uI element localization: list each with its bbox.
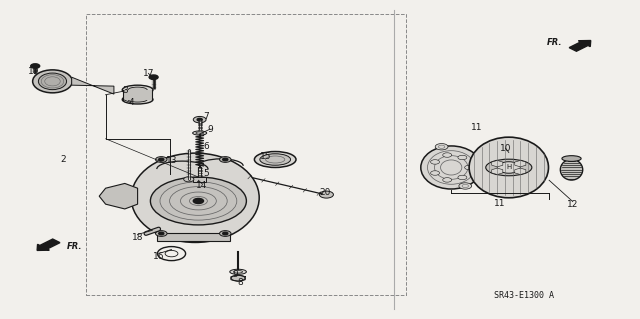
Text: SR43-E1300 A: SR43-E1300 A <box>493 291 554 300</box>
Text: 4: 4 <box>129 98 134 107</box>
Ellipse shape <box>486 159 532 176</box>
Circle shape <box>193 116 206 123</box>
Ellipse shape <box>421 146 481 189</box>
Circle shape <box>458 175 467 180</box>
Circle shape <box>220 157 231 162</box>
Text: FR.: FR. <box>547 38 562 47</box>
Ellipse shape <box>122 95 153 104</box>
Circle shape <box>435 144 448 150</box>
Polygon shape <box>72 77 114 94</box>
Text: 15: 15 <box>260 152 271 161</box>
Text: H: H <box>506 165 511 170</box>
Text: 3: 3 <box>122 86 127 95</box>
Circle shape <box>156 157 167 162</box>
Text: 10: 10 <box>500 144 511 153</box>
Text: 2: 2 <box>60 155 65 164</box>
Text: 20: 20 <box>319 188 331 197</box>
Text: 7: 7 <box>204 112 209 121</box>
FancyArrow shape <box>37 239 60 250</box>
Circle shape <box>159 232 164 235</box>
Text: 12: 12 <box>567 200 579 209</box>
Circle shape <box>197 118 202 121</box>
Ellipse shape <box>122 85 153 95</box>
Ellipse shape <box>128 97 147 102</box>
Circle shape <box>184 177 194 182</box>
Circle shape <box>31 64 40 68</box>
Ellipse shape <box>562 156 581 161</box>
Polygon shape <box>123 90 152 100</box>
Circle shape <box>459 183 472 189</box>
Circle shape <box>150 177 246 225</box>
Text: 13: 13 <box>166 156 177 165</box>
Text: 9: 9 <box>207 125 212 134</box>
Circle shape <box>458 155 467 160</box>
Circle shape <box>497 162 520 173</box>
Circle shape <box>465 165 474 170</box>
Text: 17: 17 <box>143 69 154 78</box>
Text: 11: 11 <box>471 123 483 132</box>
Circle shape <box>443 153 452 157</box>
Circle shape <box>431 171 440 175</box>
Circle shape <box>319 191 333 198</box>
Text: 8: 8 <box>237 278 243 287</box>
Circle shape <box>431 160 440 164</box>
Circle shape <box>159 158 164 161</box>
Ellipse shape <box>38 73 67 90</box>
Text: 11: 11 <box>495 199 506 208</box>
Ellipse shape <box>193 131 207 135</box>
Circle shape <box>149 75 158 79</box>
Bar <box>86 14 406 295</box>
Polygon shape <box>157 233 230 241</box>
Circle shape <box>220 231 231 236</box>
Circle shape <box>223 158 228 161</box>
Text: 16: 16 <box>153 252 164 261</box>
Ellipse shape <box>131 153 259 242</box>
Ellipse shape <box>260 154 291 165</box>
Circle shape <box>193 198 204 204</box>
Text: 14: 14 <box>196 181 207 190</box>
FancyArrow shape <box>569 41 591 51</box>
Text: 6: 6 <box>204 142 209 151</box>
Text: 18: 18 <box>132 233 143 242</box>
Circle shape <box>443 178 452 182</box>
Text: 9: 9 <box>233 271 238 279</box>
Ellipse shape <box>561 159 583 180</box>
Ellipse shape <box>230 269 246 274</box>
Bar <box>193 177 206 182</box>
Circle shape <box>223 232 228 235</box>
Ellipse shape <box>128 87 147 93</box>
Ellipse shape <box>231 275 245 281</box>
Text: 5: 5 <box>204 169 209 178</box>
Ellipse shape <box>254 152 296 167</box>
Text: FR.: FR. <box>67 242 83 251</box>
Text: 19: 19 <box>28 67 39 76</box>
Ellipse shape <box>33 70 72 93</box>
Circle shape <box>156 231 167 236</box>
Polygon shape <box>99 183 138 209</box>
Ellipse shape <box>469 137 548 198</box>
